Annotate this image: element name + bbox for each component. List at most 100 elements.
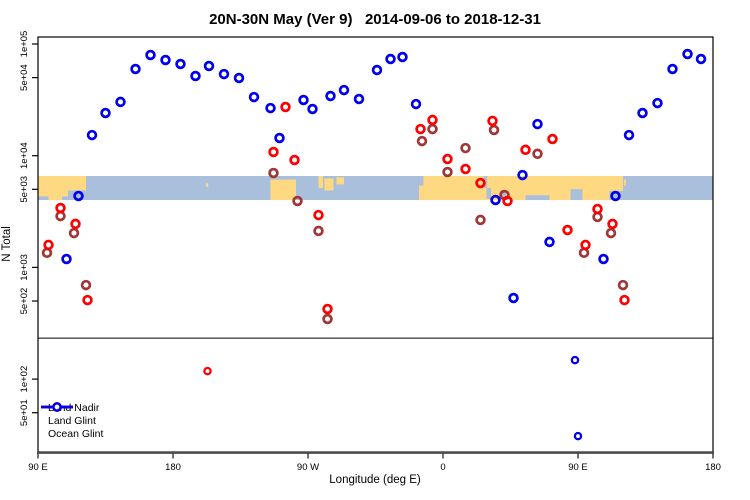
y-tick-label: 5e+01	[19, 399, 30, 426]
data-point-land-nadir	[68, 227, 80, 239]
y-tick-label: 1e+02	[19, 366, 30, 393]
data-point-ocean-glint	[573, 431, 583, 441]
data-point-land-nadir	[617, 279, 629, 291]
data-point-ocean-glint	[338, 84, 350, 96]
data-point-land-glint	[55, 202, 66, 214]
data-point-ocean-glint	[190, 70, 201, 82]
data-point-ocean-glint	[371, 64, 383, 76]
data-point-ocean-glint	[532, 118, 543, 130]
legend-label: Land Glint	[48, 414, 96, 427]
data-point-land-glint	[43, 239, 54, 251]
data-point-ocean-glint	[682, 48, 693, 60]
data-point-ocean-glint	[397, 51, 408, 63]
data-point-ocean-glint	[517, 169, 528, 181]
plot-border	[37, 36, 714, 453]
data-point-ocean-glint	[130, 63, 141, 75]
data-point-land-glint	[487, 115, 498, 127]
map-band-land	[324, 178, 334, 191]
data-point-land-glint	[607, 218, 618, 230]
data-point-ocean-glint	[218, 68, 230, 80]
y-tick-label: 5e+04	[19, 64, 30, 91]
data-point-land-glint	[460, 163, 471, 175]
data-point-ocean-glint	[145, 49, 156, 61]
data-point-ocean-glint	[115, 96, 126, 108]
data-point-ocean-glint	[233, 72, 245, 84]
y-tick-label: 1e+03	[19, 254, 30, 281]
data-point-land-glint	[70, 218, 81, 230]
data-point-ocean-glint	[667, 63, 678, 75]
data-point-land-glint	[313, 209, 324, 221]
data-point-land-glint	[82, 294, 93, 306]
data-point-land-glint	[289, 154, 300, 166]
data-point-land-nadir	[427, 123, 438, 135]
map-band-land	[270, 179, 296, 201]
data-point-ocean-glint	[508, 292, 519, 304]
data-point-ocean-glint	[61, 253, 72, 265]
data-point-land-glint	[580, 239, 591, 251]
data-point-ocean-glint	[265, 102, 276, 114]
map-band-land	[38, 176, 86, 191]
data-point-land-nadir	[605, 227, 617, 239]
map-band-land	[624, 179, 626, 186]
y-tick-label: 5e+03	[19, 176, 30, 203]
data-point-ocean-glint	[298, 94, 309, 106]
data-point-land-glint	[619, 294, 630, 306]
y-tick-label: 1e+04	[19, 142, 30, 169]
data-point-land-glint	[203, 366, 212, 376]
map-band-sea	[570, 189, 583, 201]
data-point-ocean-glint	[73, 190, 84, 202]
data-point-land-nadir	[532, 148, 543, 160]
x-tick-label: 180	[705, 462, 721, 473]
map-band-sea	[500, 190, 506, 199]
data-point-ocean-glint	[307, 103, 318, 115]
data-point-ocean-glint	[325, 90, 336, 102]
legend-marker-icon	[41, 402, 73, 412]
data-point-land-glint	[415, 123, 426, 135]
data-point-land-nadir	[292, 195, 303, 207]
data-point-ocean-glint	[490, 194, 501, 206]
data-point-land-nadir	[322, 313, 333, 325]
data-point-ocean-glint	[100, 107, 111, 119]
data-point-ocean-glint	[248, 91, 260, 103]
y-axis-label: N Total	[1, 226, 13, 262]
legend-item-ocean-glint: Ocean Glint	[40, 402, 104, 440]
data-point-ocean-glint	[203, 60, 215, 72]
data-point-land-nadir	[41, 247, 53, 259]
x-tick-label: 90 W	[297, 462, 319, 473]
x-tick-label: 180	[165, 462, 181, 473]
data-point-ocean-glint	[160, 54, 171, 66]
data-point-land-glint	[280, 101, 291, 113]
data-point-land-nadir	[313, 225, 324, 237]
data-point-ocean-glint	[610, 190, 621, 202]
data-point-ocean-glint	[410, 98, 422, 110]
map-band-sea	[486, 188, 491, 199]
data-point-ocean-glint	[385, 53, 396, 65]
legend: Land Nadir Land Glint Ocean Glint	[40, 401, 103, 440]
map-band-sea	[525, 195, 550, 201]
x-tick-label: 90 E	[568, 462, 588, 473]
data-point-land-glint	[592, 203, 603, 215]
data-point-ocean-glint	[353, 93, 365, 105]
data-point-land-glint	[547, 133, 558, 145]
legend-label: Ocean Glint	[48, 427, 104, 440]
data-point-land-nadir	[475, 214, 486, 226]
data-point-land-nadir	[55, 210, 66, 222]
data-point-land-nadir	[80, 279, 92, 291]
data-point-land-nadir	[488, 124, 500, 136]
map-band-land	[206, 183, 209, 187]
data-point-land-nadir	[442, 166, 453, 178]
x-tick-label: 90 E	[28, 462, 48, 473]
data-point-land-glint	[268, 146, 279, 158]
data-point-ocean-glint	[544, 236, 555, 248]
y-tick-label: 5e+02	[19, 288, 30, 315]
data-point-ocean-glint	[652, 97, 663, 109]
data-point-land-glint	[322, 303, 333, 315]
data-point-ocean-glint	[274, 132, 285, 144]
data-point-ocean-glint	[175, 58, 186, 70]
map-band-land	[419, 185, 424, 201]
chart-title: 20N-30N May (Ver 9) 2014-09-06 to 2018-1…	[209, 11, 541, 28]
data-point-ocean-glint	[695, 53, 707, 65]
data-point-land-nadir	[416, 135, 428, 147]
x-tick-label: 0	[440, 462, 445, 473]
